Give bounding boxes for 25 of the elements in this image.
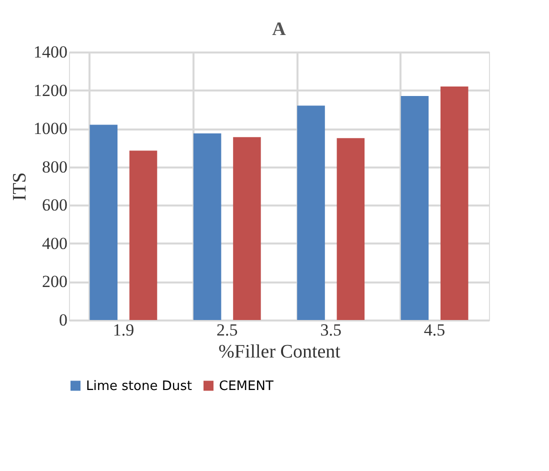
chart-title: A — [272, 19, 286, 40]
bar — [129, 150, 158, 320]
x-tick-label: 4.5 — [424, 320, 446, 340]
x-axis-title: %Filler Content — [218, 342, 342, 362]
legend-label: Lime stone Dust — [86, 378, 192, 394]
x-tick-label: 2.5 — [216, 320, 238, 340]
y-tick-label: 200 — [42, 272, 68, 292]
y-tick-label: 1400 — [34, 42, 68, 62]
x-tick-label: 3.5 — [320, 320, 342, 340]
y-tick-label: 1000 — [34, 119, 68, 138]
bar — [193, 133, 222, 320]
x-tick-label: 1.9 — [112, 320, 134, 340]
y-axis-title: ITS — [10, 172, 30, 201]
bar — [297, 106, 325, 320]
y-tick-label: 1200 — [34, 80, 68, 100]
bar — [336, 138, 365, 320]
bar — [400, 96, 429, 320]
y-tick-label: 0 — [59, 310, 68, 330]
y-tick-label: 400 — [42, 234, 68, 253]
bar — [440, 86, 468, 320]
y-tick-label: 800 — [42, 157, 68, 176]
y-tick-label: 600 — [42, 196, 68, 215]
legend-label: CEMENT — [219, 378, 274, 394]
bar — [90, 124, 118, 320]
bar — [233, 137, 261, 320]
